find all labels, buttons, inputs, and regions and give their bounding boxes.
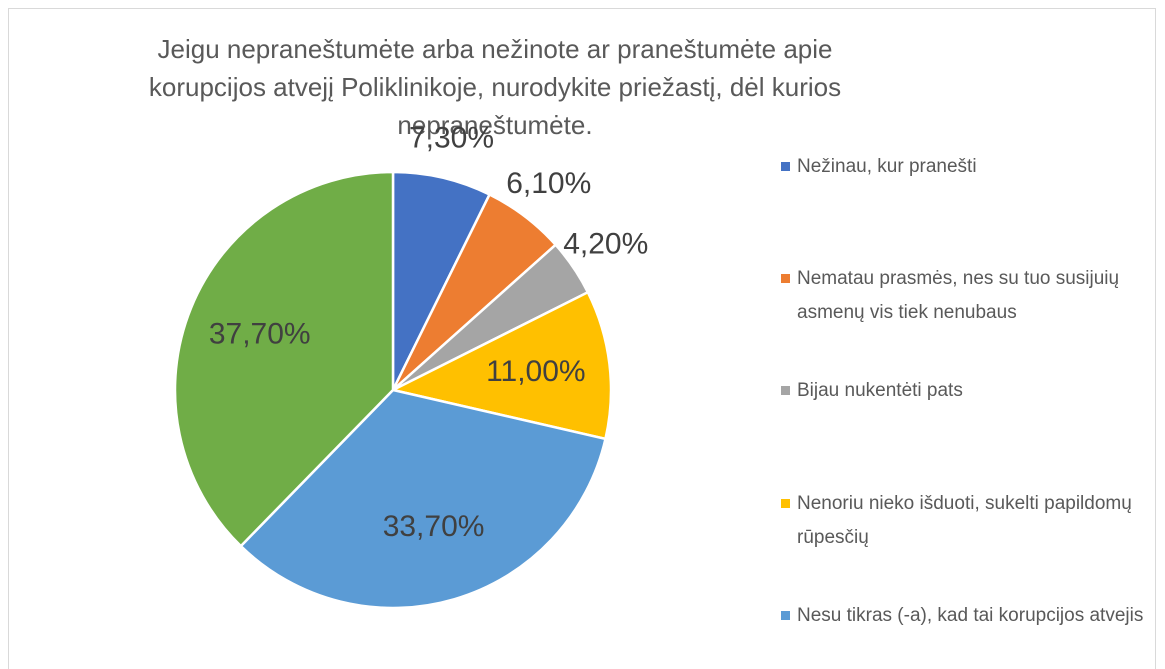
legend-label: Nesu tikras (-a), kad tai korupcijos atv… [797, 605, 1144, 626]
legend-entry: Nesu tikras (-a), kad tai korupcijos atv… [781, 599, 1147, 633]
data-label: 11,00% [486, 355, 586, 388]
legend-swatch [781, 611, 790, 620]
legend-label: Bijau nukentėti pats [797, 380, 963, 401]
legend-label: Nenoriu nieko išduoti, sukelti papildomų… [797, 493, 1132, 548]
legend-swatch [781, 386, 790, 395]
pie-slice [173, 170, 395, 548]
pie-slice [239, 388, 607, 610]
data-label: 4,20% [563, 227, 648, 260]
legend-swatch [781, 162, 790, 171]
pie-slice [391, 170, 492, 391]
legend-swatch [781, 499, 790, 508]
legend-label: Nematau prasmės, nes su tuo susijuių asm… [797, 268, 1120, 323]
data-label: 6,10% [506, 167, 591, 200]
data-label: 37,70% [209, 318, 311, 351]
legend-entry: Nežinau, kur pranešti [781, 150, 1147, 184]
legend-entry: Nenoriu nieko išduoti, sukelti papildomų… [781, 487, 1147, 555]
chart-frame [8, 8, 1156, 669]
legend-entry: Nematau prasmės, nes su tuo susijuių asm… [781, 262, 1147, 330]
legend-entry: Bijau nukentėti pats [781, 374, 1147, 408]
legend-swatch [781, 274, 790, 283]
data-label: 7,30% [409, 121, 494, 154]
legend-label: Nežinau, kur pranešti [797, 156, 977, 177]
chart-title: Jeigu nepraneštumėte arba nežinote ar pr… [148, 34, 842, 140]
data-label: 33,70% [383, 510, 485, 543]
